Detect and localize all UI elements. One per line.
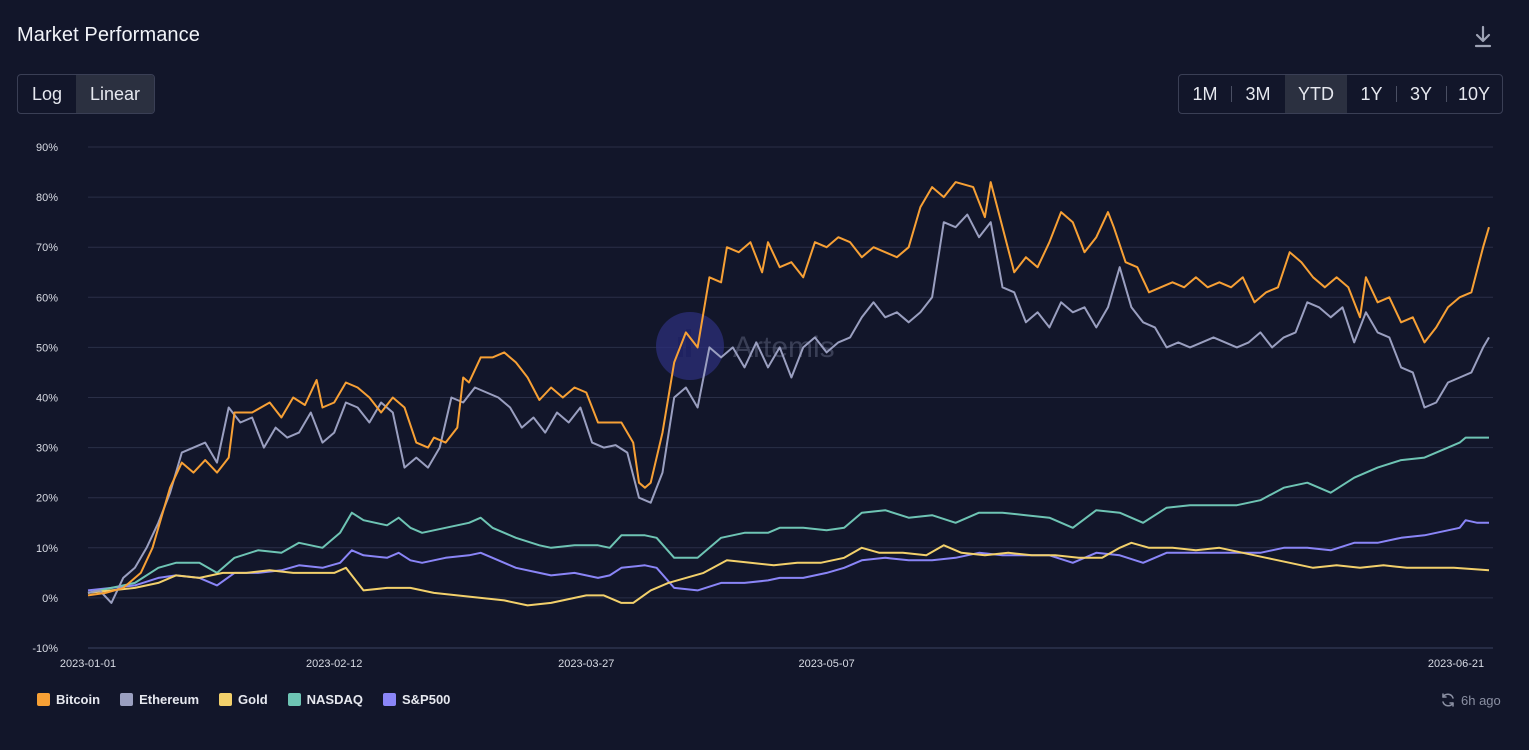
legend: Bitcoin Ethereum Gold NASDAQ S&P500 — [37, 692, 470, 707]
page-title: Market Performance — [17, 24, 200, 46]
range-3y-button[interactable]: 3Y — [1396, 75, 1446, 113]
range-3m-button[interactable]: 3M — [1231, 75, 1285, 113]
x-tick-label: 2023-03-27 — [558, 658, 614, 670]
legend-swatch-sp500 — [382, 693, 396, 706]
series-line-nasdaq[interactable] — [87, 436, 1489, 594]
refresh-status[interactable]: 6h ago — [1440, 692, 1501, 708]
line-chart: -10% 0% 10% 20% 30% 40% 50% 60% 70% 80% 90% 2023-01… — [32, 142, 1493, 670]
legend-label-ethereum: Ethereum — [139, 692, 200, 707]
legend-swatch-bitcoin — [37, 693, 50, 706]
x-tick-label: 2023-02-12 — [306, 658, 362, 670]
y-tick-label: 70% — [36, 242, 58, 254]
scale-toggle: Log Linear — [17, 74, 155, 114]
legend-item-bitcoin[interactable]: Bitcoin — [37, 692, 100, 707]
y-tick-label: 50% — [36, 342, 58, 354]
series-line-ethereum[interactable] — [87, 213, 1490, 604]
legend-item-nasdaq[interactable]: NASDAQ — [287, 692, 363, 707]
y-tick-label: 80% — [36, 192, 58, 204]
series-line-bitcoin[interactable] — [87, 181, 1490, 597]
download-icon[interactable] — [1472, 24, 1494, 50]
x-tick-label: 2023-05-07 — [798, 658, 854, 670]
y-tick-label: 60% — [36, 292, 58, 304]
range-ytd-button[interactable]: YTD — [1285, 75, 1347, 113]
series-line-sp500[interactable] — [87, 519, 1489, 592]
legend-label-gold: Gold — [238, 692, 268, 707]
series-line-gold[interactable] — [87, 541, 1490, 607]
y-tick-label: -10% — [32, 643, 58, 655]
range-toggle: 1M 3M YTD 1Y 3Y 10Y — [1178, 74, 1503, 114]
legend-label-bitcoin: Bitcoin — [56, 692, 101, 707]
legend-swatch-nasdaq — [287, 693, 301, 706]
legend-item-sp500[interactable]: S&P500 — [382, 692, 451, 707]
y-tick-label: 40% — [36, 393, 58, 405]
legend-swatch-gold — [219, 693, 233, 706]
range-1y-button[interactable]: 1Y — [1360, 83, 1383, 104]
legend-item-ethereum[interactable]: Ethereum — [120, 692, 199, 707]
scale-linear-button[interactable]: Linear — [76, 75, 154, 113]
legend-label-nasdaq: NASDAQ — [306, 692, 363, 707]
y-tick-label: 10% — [36, 543, 58, 555]
x-tick-label: 2023-06-21 — [1428, 658, 1484, 670]
x-tick-label: 2023-01-01 — [60, 658, 116, 670]
legend-item-gold[interactable]: Gold — [219, 692, 268, 707]
y-tick-label: 90% — [36, 142, 58, 154]
range-1m-button[interactable]: 1M — [1192, 83, 1218, 104]
refresh-icon — [1442, 693, 1454, 707]
y-tick-label: 30% — [36, 443, 58, 455]
legend-swatch-ethereum — [120, 693, 134, 706]
range-10y-button[interactable]: 10Y — [1446, 75, 1502, 113]
y-tick-label: 0% — [42, 593, 58, 605]
refresh-time: 6h ago — [1461, 692, 1501, 708]
scale-log-button[interactable]: Log — [31, 83, 63, 104]
watermark-logo-bar — [686, 329, 691, 357]
y-tick-label: 20% — [36, 493, 58, 505]
legend-label-sp500: S&P500 — [401, 692, 451, 707]
